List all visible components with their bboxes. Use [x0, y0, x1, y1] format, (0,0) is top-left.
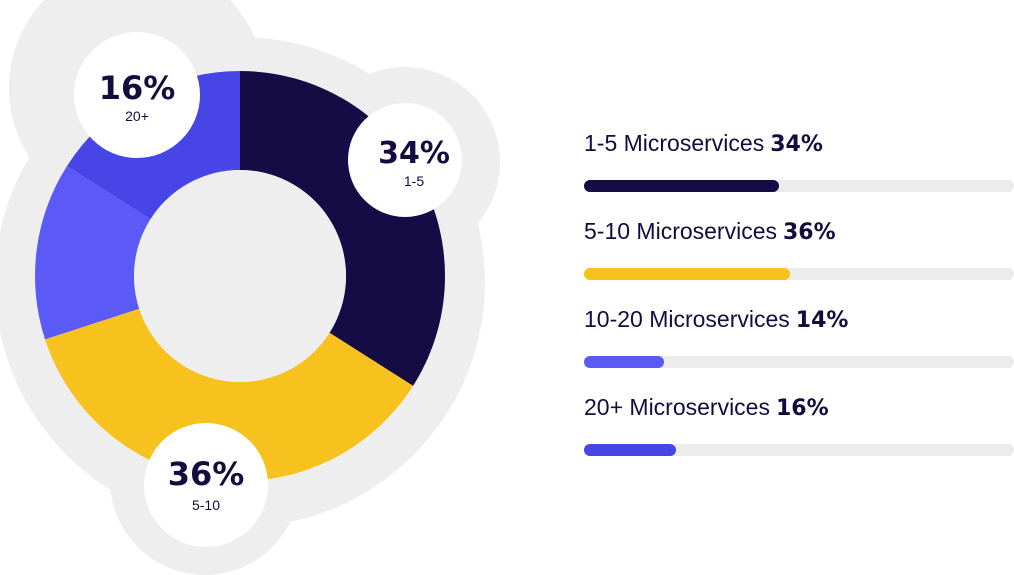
- bubble-1-5: 34% 1-5: [348, 103, 462, 217]
- legend-label: 20+ Microservices: [584, 394, 770, 420]
- legend-label: 10-20 Microservices: [584, 306, 790, 332]
- progress-fill: [584, 444, 676, 456]
- bubble-5-10: 36% 5-10: [144, 423, 268, 547]
- legend-label: 1-5 Microservices: [584, 130, 765, 156]
- legend: 1-5 Microservices 34% 5-10 Microservices 3…: [584, 128, 1014, 480]
- progress-track: [584, 268, 1014, 280]
- bubble-20plus: 16% 20+: [74, 32, 200, 158]
- legend-item-5-10: 5-10 Microservices 36%: [584, 216, 1014, 304]
- bubble-pct: 34%: [378, 136, 450, 171]
- progress-track: [584, 444, 1014, 456]
- bubble-label: 1-5: [404, 173, 424, 189]
- legend-pct: 16%: [775, 396, 829, 421]
- legend-item-1-5: 1-5 Microservices 34%: [584, 128, 1014, 216]
- legend-text: 5-10 Microservices 36%: [584, 216, 1014, 248]
- legend-pct: 36%: [783, 220, 836, 245]
- bubble-label: 20+: [125, 108, 149, 124]
- progress-fill: [584, 268, 791, 280]
- legend-pct: 14%: [795, 308, 849, 333]
- bubble-pct: 36%: [168, 455, 245, 493]
- legend-label: 5-10 Microservices: [584, 218, 777, 244]
- donut-chart: 34% 1-5 36% 5-10 16% 20+: [0, 0, 500, 575]
- slice-10-20: [35, 166, 151, 340]
- bubble-pct: 16%: [99, 69, 176, 107]
- legend-text: 20+ Microservices 16%: [584, 392, 1014, 424]
- progress-track: [584, 180, 1014, 192]
- progress-fill: [584, 180, 779, 192]
- progress-track: [584, 356, 1014, 368]
- legend-text: 1-5 Microservices 34%: [584, 128, 1014, 160]
- slice-5-10: [45, 308, 414, 481]
- legend-item-20plus: 20+ Microservices 16%: [584, 392, 1014, 480]
- legend-item-10-20: 10-20 Microservices 14%: [584, 304, 1014, 392]
- donut-hole: [134, 170, 346, 382]
- legend-text: 10-20 Microservices 14%: [584, 304, 1014, 336]
- legend-pct: 34%: [770, 132, 823, 157]
- bubble-label: 5-10: [192, 497, 220, 513]
- progress-fill: [584, 356, 665, 368]
